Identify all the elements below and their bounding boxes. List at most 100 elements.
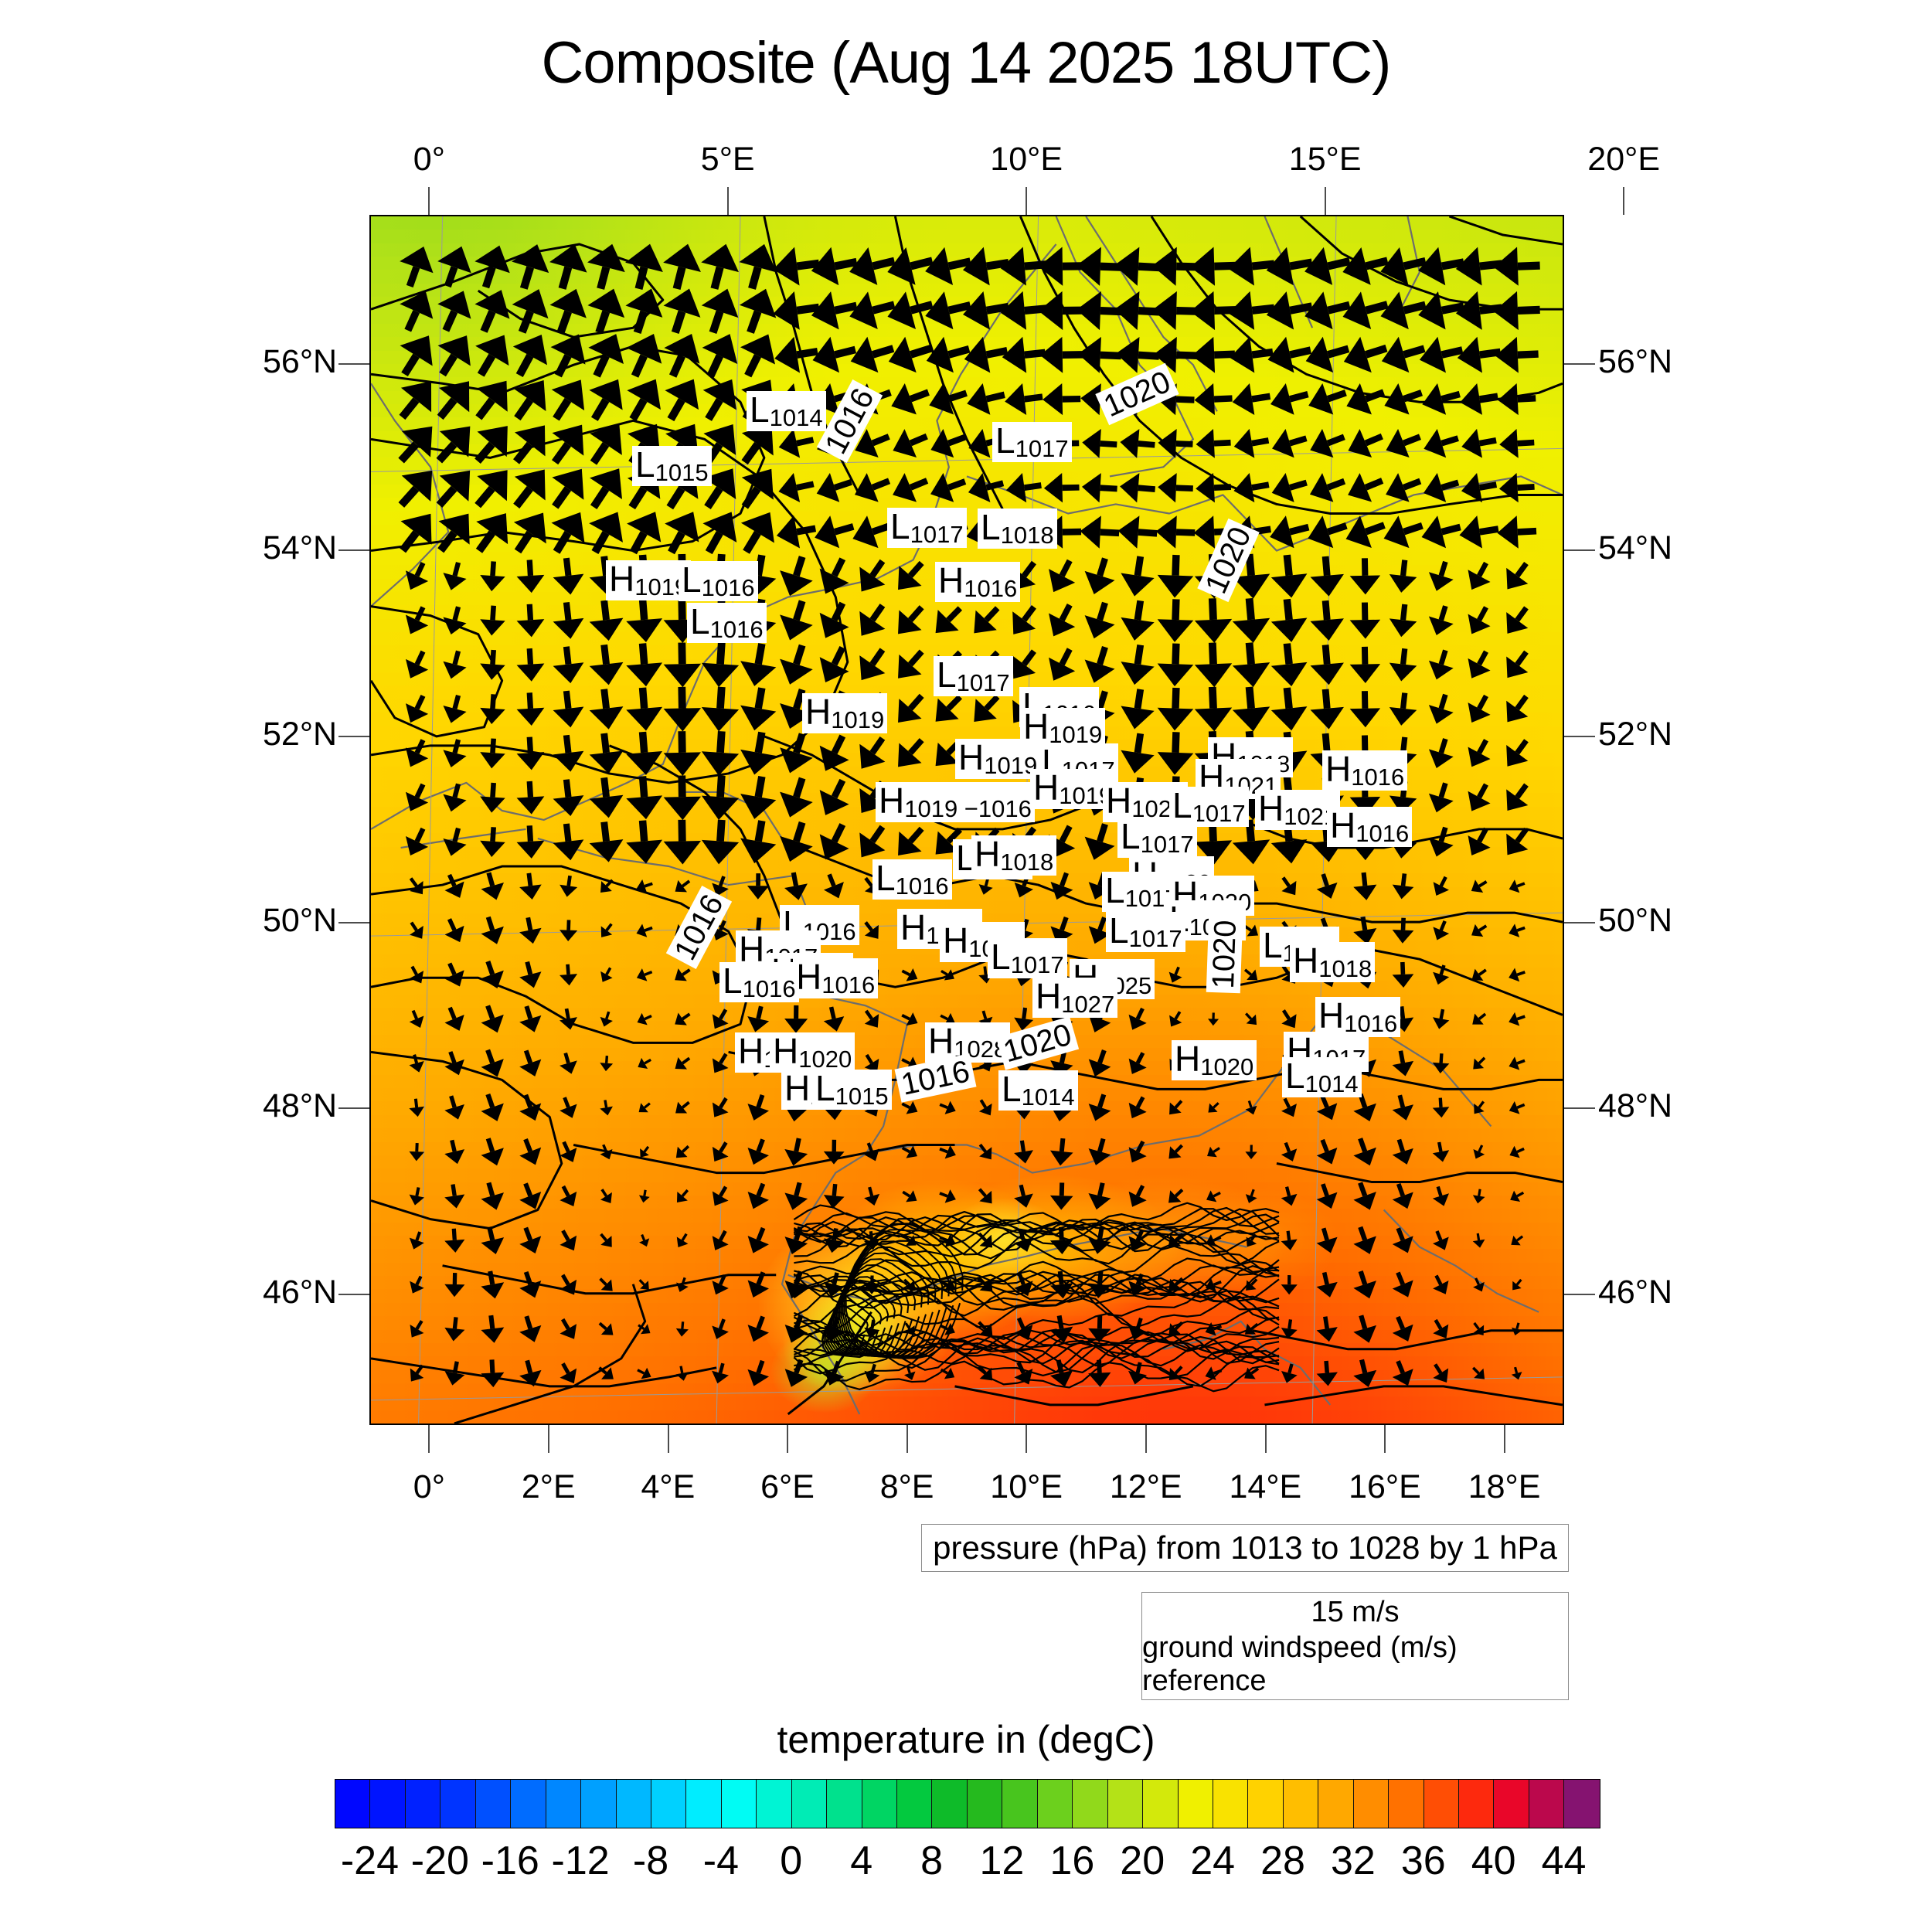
wind-vector xyxy=(1422,383,1461,415)
wind-vector xyxy=(519,1182,542,1209)
wind-vector xyxy=(481,1315,505,1343)
left-axis-label-2: 52°N xyxy=(263,715,338,753)
wind-vector xyxy=(812,336,857,373)
wind-vector xyxy=(1428,826,1454,857)
wind-vector xyxy=(551,424,584,465)
coastline-11 xyxy=(1383,1209,1539,1313)
wind-vector xyxy=(740,775,777,819)
wind-vector xyxy=(1196,428,1231,458)
wind-vector xyxy=(1120,429,1155,458)
temperature-band xyxy=(371,967,1563,983)
pressure-legend-box: pressure (hPa) from 1013 to 1028 by 1 hP… xyxy=(921,1524,1569,1572)
colorbar-cell xyxy=(1353,1780,1389,1828)
colorbar-cell xyxy=(616,1780,651,1828)
wind-vector xyxy=(1206,1234,1222,1247)
graticule-meridian-1 xyxy=(716,216,741,1423)
wind-vector xyxy=(1308,515,1348,549)
wind-vector xyxy=(436,470,471,508)
wind-vector xyxy=(901,968,918,981)
wind-vector xyxy=(702,379,736,421)
left-tick-0 xyxy=(338,362,369,365)
isobar-contour-21 xyxy=(1252,1329,1563,1351)
wind-vector xyxy=(481,1049,504,1077)
wind-vector xyxy=(1230,336,1274,373)
temperature-band xyxy=(371,1141,1563,1157)
wind-vector xyxy=(1389,560,1417,593)
wind-vector xyxy=(701,288,739,334)
wind-vector xyxy=(1043,473,1080,503)
wind-vector xyxy=(1309,473,1346,502)
wind-vector xyxy=(437,291,471,332)
wind-vector xyxy=(864,1186,880,1206)
alpine-closed-contour-14 xyxy=(843,1228,957,1359)
map-panel[interactable] xyxy=(369,215,1564,1425)
colorbar-tick-12: 12 xyxy=(979,1838,1025,1883)
wind-vector xyxy=(551,512,585,554)
wind-vector xyxy=(1499,428,1535,458)
pressure-center-L-1017-mid: L1017 xyxy=(887,508,967,548)
wind-vector xyxy=(444,1361,465,1386)
colorbar-cell xyxy=(370,1780,406,1828)
right-axis-label-0: 56°N xyxy=(1598,342,1673,380)
bottom-axis-label-2: 4°E xyxy=(641,1468,696,1505)
alpine-contour-1 xyxy=(793,1342,1280,1387)
temperature-band xyxy=(371,323,1563,339)
wind-vector xyxy=(513,469,546,509)
page-title: Composite (Aug 14 2025 18UTC) xyxy=(541,30,1392,96)
colorbar-tick-44: 44 xyxy=(1541,1838,1587,1883)
wind-vector xyxy=(1196,472,1232,503)
wind-vector xyxy=(1511,1235,1524,1246)
wind-vector xyxy=(1014,1184,1033,1208)
wind-vector xyxy=(1088,1049,1111,1077)
colorbar-tick--24: -24 xyxy=(340,1838,400,1883)
wind-vector xyxy=(600,1144,613,1160)
wind-vector xyxy=(1506,827,1529,855)
wind-vector xyxy=(1392,961,1414,988)
pressure-center-L-1015: L1015 xyxy=(632,446,712,486)
left-axis-label-3: 50°N xyxy=(263,901,338,939)
wind-vector xyxy=(637,1367,651,1379)
wind-vector xyxy=(1012,649,1036,679)
wind-vector xyxy=(400,291,434,332)
wind-vector xyxy=(1205,1277,1222,1291)
wind-vector xyxy=(1088,1359,1111,1387)
pressure-center-H-1016-right3: H1016 xyxy=(1315,997,1401,1037)
wind-vector xyxy=(1014,1361,1033,1385)
wind-vector xyxy=(1088,1270,1111,1299)
alpine-contour-9 xyxy=(793,1325,1280,1365)
wind-vector xyxy=(1049,559,1076,593)
wind-vector xyxy=(850,336,895,373)
wind-vector xyxy=(864,1142,879,1162)
wind-vector xyxy=(819,823,849,860)
temperature-band xyxy=(371,713,1563,728)
wind-vector xyxy=(1002,336,1046,373)
wind-vector xyxy=(1088,1182,1111,1210)
top-tick-3 xyxy=(1324,187,1326,215)
wind-vector xyxy=(1128,1229,1147,1252)
wind-vector xyxy=(600,1100,613,1116)
wind-vector xyxy=(626,820,663,864)
colorbar-cell xyxy=(1143,1780,1179,1828)
wind-vector xyxy=(1310,429,1345,458)
colorbar-cell xyxy=(1037,1780,1073,1828)
wind-vector xyxy=(1512,1278,1522,1291)
wind-vector xyxy=(1270,643,1308,687)
wind-vector xyxy=(893,473,929,502)
isobar-contour-22 xyxy=(1264,1385,1563,1406)
wind-vector xyxy=(1049,1226,1073,1254)
colorbar-tick-32: 32 xyxy=(1330,1838,1376,1883)
wind-vector xyxy=(819,645,849,682)
wind-vector xyxy=(675,968,691,981)
colorbar-cell xyxy=(475,1780,512,1828)
colorbar[interactable] xyxy=(335,1779,1600,1828)
wind-vector xyxy=(1272,428,1308,458)
wind-vector xyxy=(444,962,464,987)
wind-vector xyxy=(939,1145,956,1159)
temperature-band xyxy=(371,363,1563,379)
temperature-band xyxy=(371,230,1563,245)
wind-vector xyxy=(481,1270,505,1299)
wind-vector xyxy=(1353,1093,1376,1122)
wind-vector xyxy=(1243,968,1258,981)
wind-vector xyxy=(1509,1056,1526,1070)
bottom-tick-4 xyxy=(906,1425,908,1453)
